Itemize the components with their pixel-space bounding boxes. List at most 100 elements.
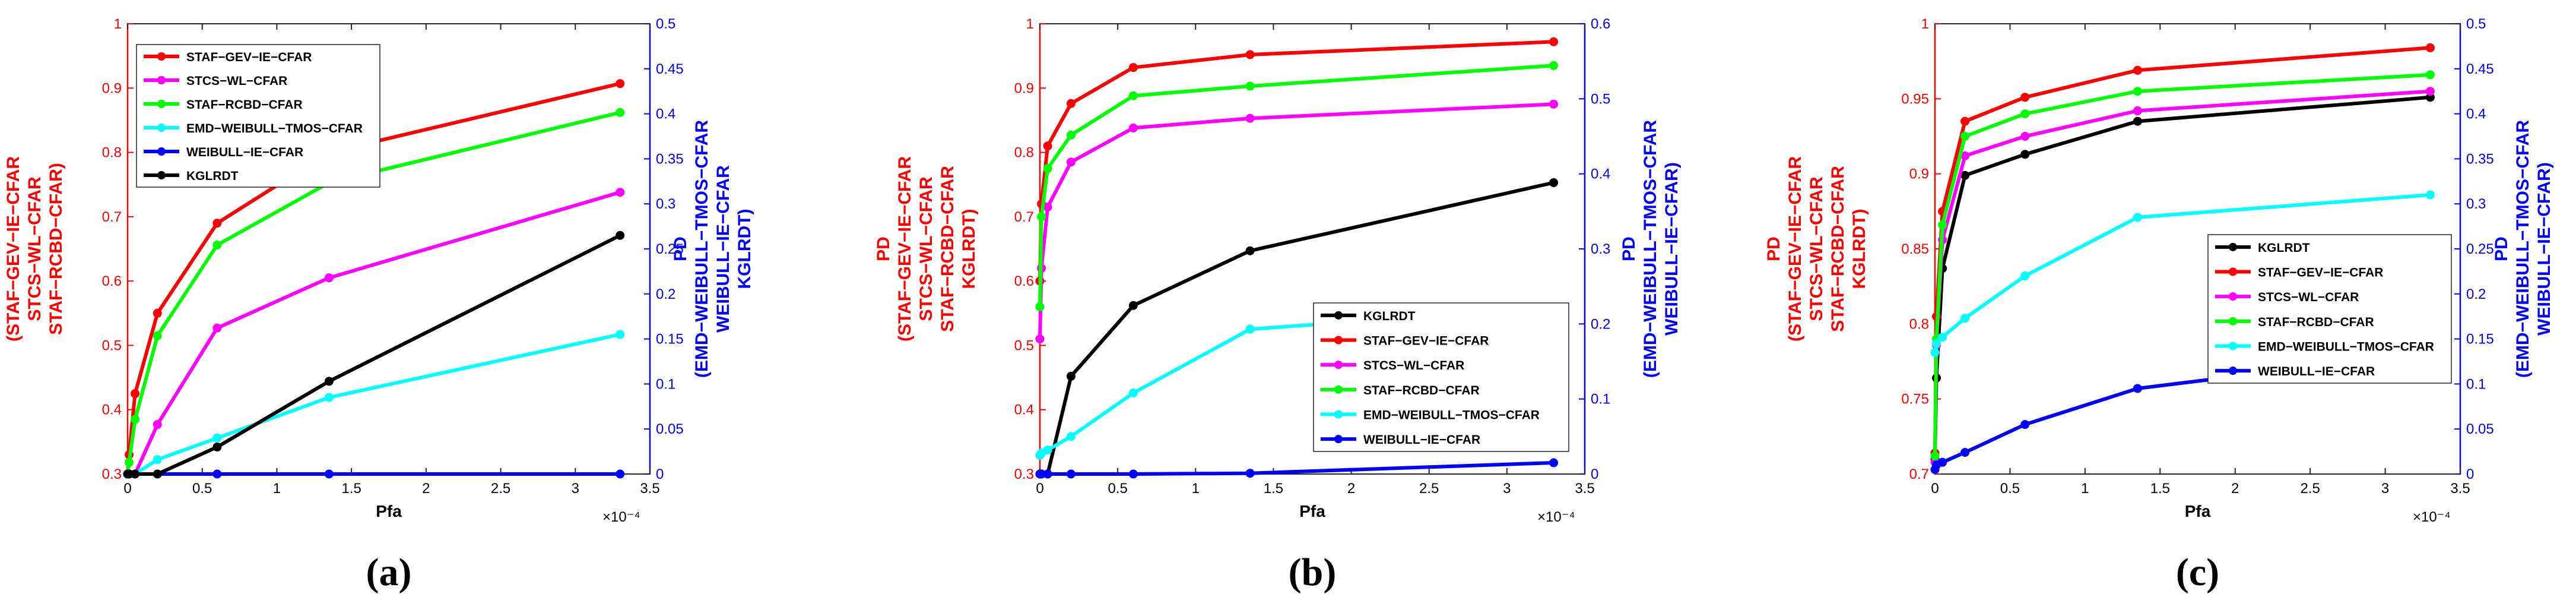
data-point	[616, 230, 625, 240]
x-tick-label: 0	[1931, 481, 1939, 497]
legend-entry: STAF−GEV−IE−CFAR	[186, 50, 312, 64]
right-y-tick-label: 0.15	[2466, 331, 2494, 348]
left-y-tick-label: 0.6	[102, 273, 122, 289]
left-y-tick-label: 0.5	[102, 337, 122, 353]
legend-swatch-marker	[1334, 361, 1343, 369]
data-point	[1938, 457, 1947, 467]
right-y-tick-label: 0.3	[2466, 196, 2486, 212]
legend-entry: WEIBULL−IE−CFAR	[2258, 365, 2375, 378]
right-y-tick-label: 0.6	[1591, 16, 1610, 32]
right-y-tick-label: 0.5	[656, 16, 675, 32]
x-tick-label: 2	[1347, 481, 1355, 497]
left-y-label-line: (STAF−GEV−IE−CFAR	[1785, 156, 1805, 342]
data-point	[153, 469, 162, 479]
right-y-tick-label: 0.2	[1591, 316, 1610, 332]
left-y-axis-label: PD (STAF−GEV−IE−CFAR STCS−WL−CFAR STAF−RCBD…	[1764, 156, 1869, 342]
legend: KGLRDT STAF−GEV−IE−CFAR STCS−WL−CFAR STAF−R…	[1313, 302, 1569, 452]
left-y-label-line: KGLRDT)	[1849, 209, 1869, 289]
data-point	[2425, 87, 2435, 96]
data-point	[2425, 190, 2435, 200]
left-y-label-line: PD	[0, 236, 2, 261]
right-y-axis-label: PD (EMD−WEIBULL−TMOS−CFAR WEIBULL−IE−CFAR)	[2492, 120, 2554, 378]
data-point	[1066, 157, 1076, 167]
right-y-tick-label: 0.4	[2466, 106, 2486, 122]
right-y-label-line: (EMD−WEIBULL−TMOS−CFAR	[1641, 120, 1660, 378]
data-point	[2425, 43, 2435, 52]
left-y-tick-label: 0.95	[1901, 91, 1929, 107]
left-y-label-line: PD	[1764, 236, 1784, 261]
left-y-label-line: STAF−RCBD−CFAR	[1828, 166, 1848, 332]
data-point	[1245, 81, 1255, 91]
data-point	[1549, 178, 1559, 187]
x-tick-label: 0.5	[1108, 481, 1127, 497]
x-tick-label: 1	[2081, 481, 2089, 497]
legend-swatch-marker	[157, 52, 166, 61]
left-y-label-line: PD	[874, 236, 893, 261]
right-y-tick-label: 0.5	[2466, 16, 2486, 32]
data-point	[1066, 99, 1076, 108]
left-y-tick-label: 1	[1026, 16, 1034, 32]
left-y-tick-label: 0.75	[1901, 391, 1929, 407]
left-y-tick-label: 0.7	[102, 209, 122, 225]
data-point	[2020, 420, 2030, 429]
left-y-tick-label: 0.4	[1014, 402, 1034, 418]
legend-entry: KGLRDT	[186, 169, 239, 183]
x-tick-label: 3.5	[2450, 481, 2470, 497]
x-tick-label: 0	[123, 481, 131, 497]
right-y-tick-label: 0.2	[2466, 286, 2486, 302]
series-kglrdt	[123, 230, 625, 479]
right-y-tick-label: 0	[2466, 466, 2474, 482]
x-tick-label: 2	[2231, 481, 2239, 497]
right-y-axis-label: PD (EMD−WEIBULL−TMOS−CFAR WEIBULL−IE−CFAR K…	[671, 120, 754, 378]
data-point	[324, 377, 334, 386]
data-point	[324, 273, 334, 283]
right-y-tick-label: 0.15	[656, 331, 684, 348]
legend-entry: STCS−WL−CFAR	[186, 74, 287, 88]
legend-entry: STAF−GEV−IE−CFAR	[2258, 266, 2383, 280]
series-emd-weibull-tmos-cfar	[1930, 190, 2435, 357]
right-y-tick-label: 0.25	[2466, 241, 2494, 257]
data-point	[616, 330, 625, 339]
left-y-label-line: STAF−RCBD−CFAR	[938, 166, 957, 332]
right-y-tick-label: 0.25	[656, 241, 684, 257]
data-point	[1043, 141, 1052, 151]
right-y-label-line: PD	[1619, 236, 1639, 261]
data-point	[212, 469, 222, 479]
x-tick-label: 0.5	[2000, 481, 2020, 497]
right-y-label-line: KGLRDT)	[735, 209, 754, 289]
legend-entry: KGLRDT	[1363, 309, 1416, 323]
legend-entry: STCS−WL−CFAR	[2258, 290, 2359, 304]
legend-entry: EMD−WEIBULL−TMOS−CFAR	[1363, 409, 1540, 422]
left-y-axis-label: PD (STAF−GEV−IE−CFAR STCS−WL−CFAR STAF−RCBD…	[874, 156, 979, 342]
legend-entry: STCS−WL−CFAR	[1363, 359, 1464, 372]
data-point	[1066, 469, 1076, 479]
data-point	[1128, 123, 1138, 132]
series-staf-rcbd-cfar	[1035, 61, 1559, 311]
data-point	[131, 415, 140, 424]
panel-caption: (a)	[366, 551, 412, 594]
series-weibull-ie-cfar	[1930, 348, 2435, 474]
left-y-tick-label: 0.8	[1014, 145, 1034, 161]
left-y-tick-label: 0.3	[102, 466, 122, 482]
data-point	[1549, 99, 1559, 109]
data-point	[324, 469, 334, 479]
data-point	[1930, 348, 1940, 357]
legend-entry: STAF−RCBD−CFAR	[186, 98, 303, 112]
legend-entry: STAF−GEV−IE−CFAR	[1363, 334, 1489, 348]
data-point	[324, 393, 334, 402]
data-point	[2133, 213, 2142, 222]
panel-caption: (b)	[1289, 551, 1337, 594]
left-y-label-line: STCS−WL−CFAR	[25, 176, 45, 321]
left-y-label-line: STCS−WL−CFAR	[916, 176, 936, 321]
right-y-label-line: PD	[2492, 236, 2511, 261]
legend-swatch-marker	[157, 171, 166, 179]
right-y-tick-label: 0.3	[1591, 241, 1610, 257]
right-y-label-line: WEIBULL−IE−CFAR)	[1662, 162, 1682, 336]
legend-box	[136, 44, 380, 188]
x-tick-label: 0.5	[192, 481, 212, 497]
data-point	[1549, 61, 1559, 70]
data-point	[2133, 65, 2142, 75]
data-point	[1043, 469, 1052, 479]
left-y-axis-label: PD (STAF−GEV−IE−CFAR STCS−WL−CFAR STAF−RCBD…	[0, 156, 66, 342]
data-point	[212, 443, 222, 452]
